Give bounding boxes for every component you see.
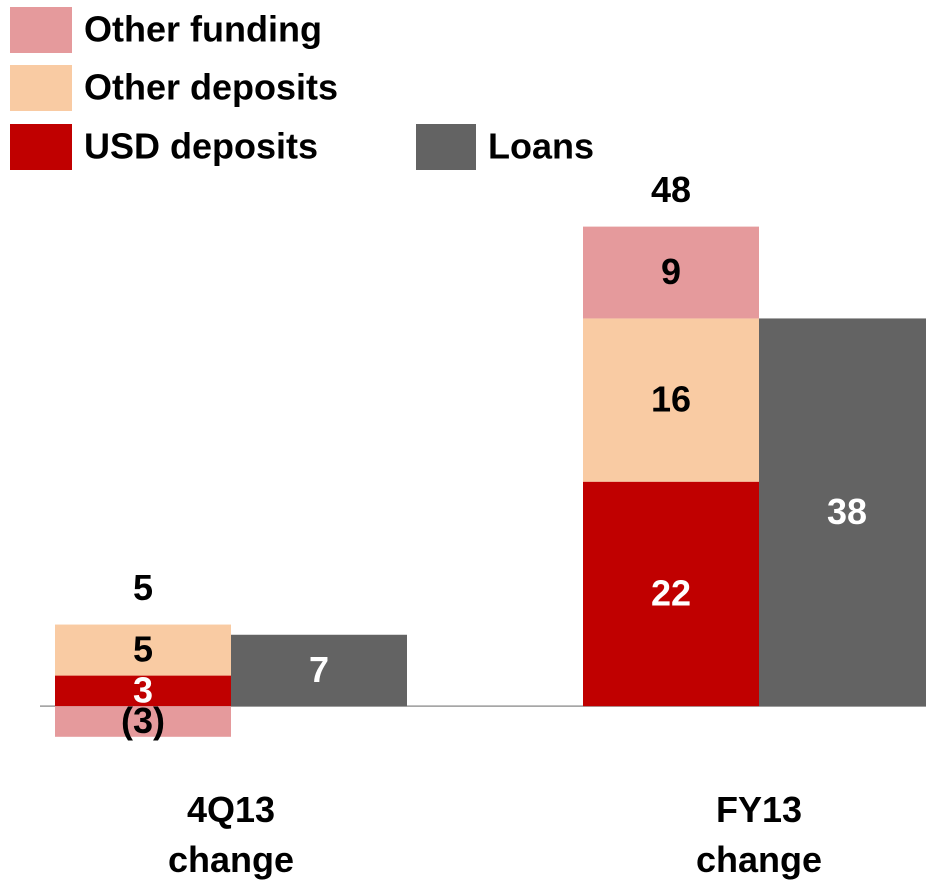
legend-label: USD deposits — [84, 126, 318, 167]
value-label: 5 — [133, 629, 153, 670]
bar-segment — [231, 634, 407, 707]
total-label: 48 — [651, 169, 691, 210]
legend-label: Loans — [488, 126, 594, 167]
bar-segment — [55, 675, 231, 707]
bar-segment — [583, 481, 759, 707]
total-label: 5 — [133, 567, 153, 608]
legend-swatch — [416, 124, 476, 170]
value-label: 3 — [133, 669, 153, 710]
value-label: 38 — [827, 491, 867, 532]
value-label: 22 — [651, 572, 691, 613]
value-label: 16 — [651, 379, 691, 420]
value-label: 9 — [661, 251, 681, 292]
bar-segment — [55, 624, 231, 676]
bar-segment — [583, 318, 759, 482]
value-label: 7 — [309, 649, 329, 690]
legend-label: Other deposits — [84, 67, 338, 108]
bar-segment — [759, 318, 926, 707]
bar-segment — [583, 226, 759, 319]
legend-swatch — [10, 7, 72, 53]
bar-segment — [55, 706, 231, 737]
x-tick-label: FY13 change — [695, 789, 823, 880]
legend-label: Other funding — [84, 9, 322, 50]
value-label: (3) — [121, 700, 165, 741]
legend-swatch — [10, 65, 72, 111]
legend-swatch — [10, 124, 72, 170]
x-tick-label: 4Q13 change — [167, 789, 295, 880]
